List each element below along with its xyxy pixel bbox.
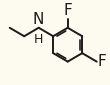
- Text: H: H: [34, 33, 43, 46]
- Text: F: F: [98, 54, 107, 69]
- Text: N: N: [33, 12, 44, 27]
- Text: F: F: [63, 3, 72, 18]
